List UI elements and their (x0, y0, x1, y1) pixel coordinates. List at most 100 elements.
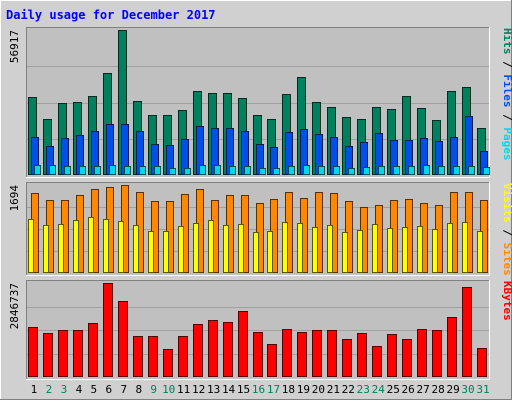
bar-pages-day-13 (214, 165, 221, 175)
bar-visits-day-16 (253, 232, 259, 273)
bar-kbytes-day-23 (357, 333, 367, 377)
bar-pages-day-21 (333, 166, 340, 175)
bar-kbytes-day-2 (43, 333, 53, 377)
x-tick-label: 23 (357, 383, 370, 396)
bar-kbytes-day-3 (58, 330, 68, 377)
bar-pages-day-15 (244, 166, 251, 175)
bar-pages-day-9 (154, 166, 161, 175)
series-pages (34, 165, 490, 175)
bar-visits-day-7 (118, 221, 124, 273)
y-max-label: 2846737 (8, 283, 21, 329)
bar-kbytes-day-16 (253, 332, 263, 377)
legend-hits-files-pages: Hits / Files / Pages (501, 28, 512, 161)
legend-item: Sites (501, 243, 512, 276)
bar-kbytes-day-13 (208, 320, 218, 377)
bar-kbytes-day-26 (402, 339, 412, 377)
panel-hits-files-pages: 56917 Hits / Files / Pages (8, 27, 512, 178)
bar-pages-day-26 (408, 166, 415, 175)
bar-visits-day-15 (238, 224, 244, 273)
bar-visits-day-4 (73, 220, 79, 273)
series-visits (28, 217, 483, 273)
bar-visits-day-13 (208, 220, 214, 273)
bar-pages-day-31 (483, 167, 490, 175)
legend-item: / (501, 55, 512, 75)
bar-pages-day-3 (64, 166, 71, 175)
bar-kbytes-day-17 (267, 344, 277, 377)
chart-title: Daily usage for December 2017 (6, 8, 216, 22)
x-tick-label: 27 (417, 383, 430, 396)
bar-pages-day-22 (348, 168, 355, 175)
bar-kbytes-day-24 (372, 346, 382, 377)
bar-visits-day-30 (462, 222, 468, 273)
bar-pages-day-8 (139, 166, 146, 175)
bar-kbytes-day-18 (282, 329, 292, 377)
bar-kbytes-day-19 (297, 332, 307, 377)
bar-visits-day-11 (178, 226, 184, 273)
bar-pages-day-16 (259, 168, 266, 175)
bar-visits-day-10 (163, 231, 169, 273)
bar-pages-day-27 (423, 165, 430, 175)
panel-visits-sites: 1694 Visits / Sites (8, 182, 512, 276)
y-max-label: 56917 (8, 30, 21, 63)
x-tick-label: 25 (387, 383, 400, 396)
bar-kbytes-day-9 (148, 336, 158, 377)
x-tick-label: 21 (327, 383, 340, 396)
bar-visits-day-6 (103, 219, 109, 273)
x-tick-label: 18 (282, 383, 295, 396)
x-tick-label: 31 (476, 383, 489, 396)
bar-visits-day-19 (297, 223, 303, 273)
x-tick-label: 26 (402, 383, 415, 396)
bar-pages-day-19 (303, 165, 310, 175)
bar-kbytes-day-22 (342, 339, 352, 377)
bar-pages-day-7 (124, 166, 131, 175)
bar-visits-day-18 (282, 222, 288, 273)
x-tick-label: 11 (177, 383, 190, 396)
series-kbytes (28, 283, 487, 377)
bar-kbytes-day-29 (447, 317, 457, 377)
bar-kbytes-day-5 (88, 323, 98, 377)
bar-visits-day-29 (447, 223, 453, 273)
bar-kbytes-day-6 (103, 283, 113, 377)
bar-pages-day-28 (438, 166, 445, 175)
bar-kbytes-day-21 (327, 330, 337, 377)
bar-pages-day-25 (393, 166, 400, 175)
x-tick-label: 2 (46, 383, 53, 396)
x-tick-label: 9 (150, 383, 157, 396)
bar-pages-day-17 (273, 168, 280, 175)
bar-pages-day-4 (79, 166, 86, 175)
bar-pages-day-14 (229, 166, 236, 175)
bar-kbytes-day-20 (312, 330, 322, 377)
x-tick-label: 12 (192, 383, 205, 396)
x-tick-label: 29 (446, 383, 459, 396)
bar-kbytes-day-1 (28, 327, 38, 377)
x-tick-label: 19 (297, 383, 310, 396)
bar-files-day-30 (465, 116, 473, 175)
bar-kbytes-day-11 (178, 336, 188, 377)
x-tick-label: 5 (91, 383, 98, 396)
legend-item: Hits (501, 28, 512, 55)
legend-item: / (501, 108, 512, 128)
legend-item: Files (501, 74, 512, 107)
legend-item: Pages (501, 127, 512, 160)
bar-kbytes-day-4 (73, 330, 83, 377)
bar-visits-day-12 (193, 223, 199, 273)
bar-kbytes-day-31 (477, 348, 487, 377)
legend-kbytes: KBytes (501, 281, 512, 321)
x-tick-label: 14 (222, 383, 236, 396)
bar-kbytes-day-14 (223, 322, 233, 377)
bar-visits-day-22 (342, 232, 348, 273)
x-tick-label: 28 (431, 383, 444, 396)
bar-pages-day-5 (94, 166, 101, 175)
x-tick-label: 10 (162, 383, 175, 396)
bar-kbytes-day-27 (417, 329, 427, 377)
bar-pages-day-24 (378, 166, 385, 175)
x-tick-label: 17 (267, 383, 280, 396)
x-tick-label: 22 (342, 383, 355, 396)
bar-pages-day-29 (453, 166, 460, 175)
bar-visits-day-28 (432, 229, 438, 273)
bar-visits-day-3 (58, 224, 64, 273)
bar-visits-day-24 (372, 224, 378, 273)
x-tick-label: 24 (372, 383, 386, 396)
y-max-label: 1694 (8, 185, 21, 212)
